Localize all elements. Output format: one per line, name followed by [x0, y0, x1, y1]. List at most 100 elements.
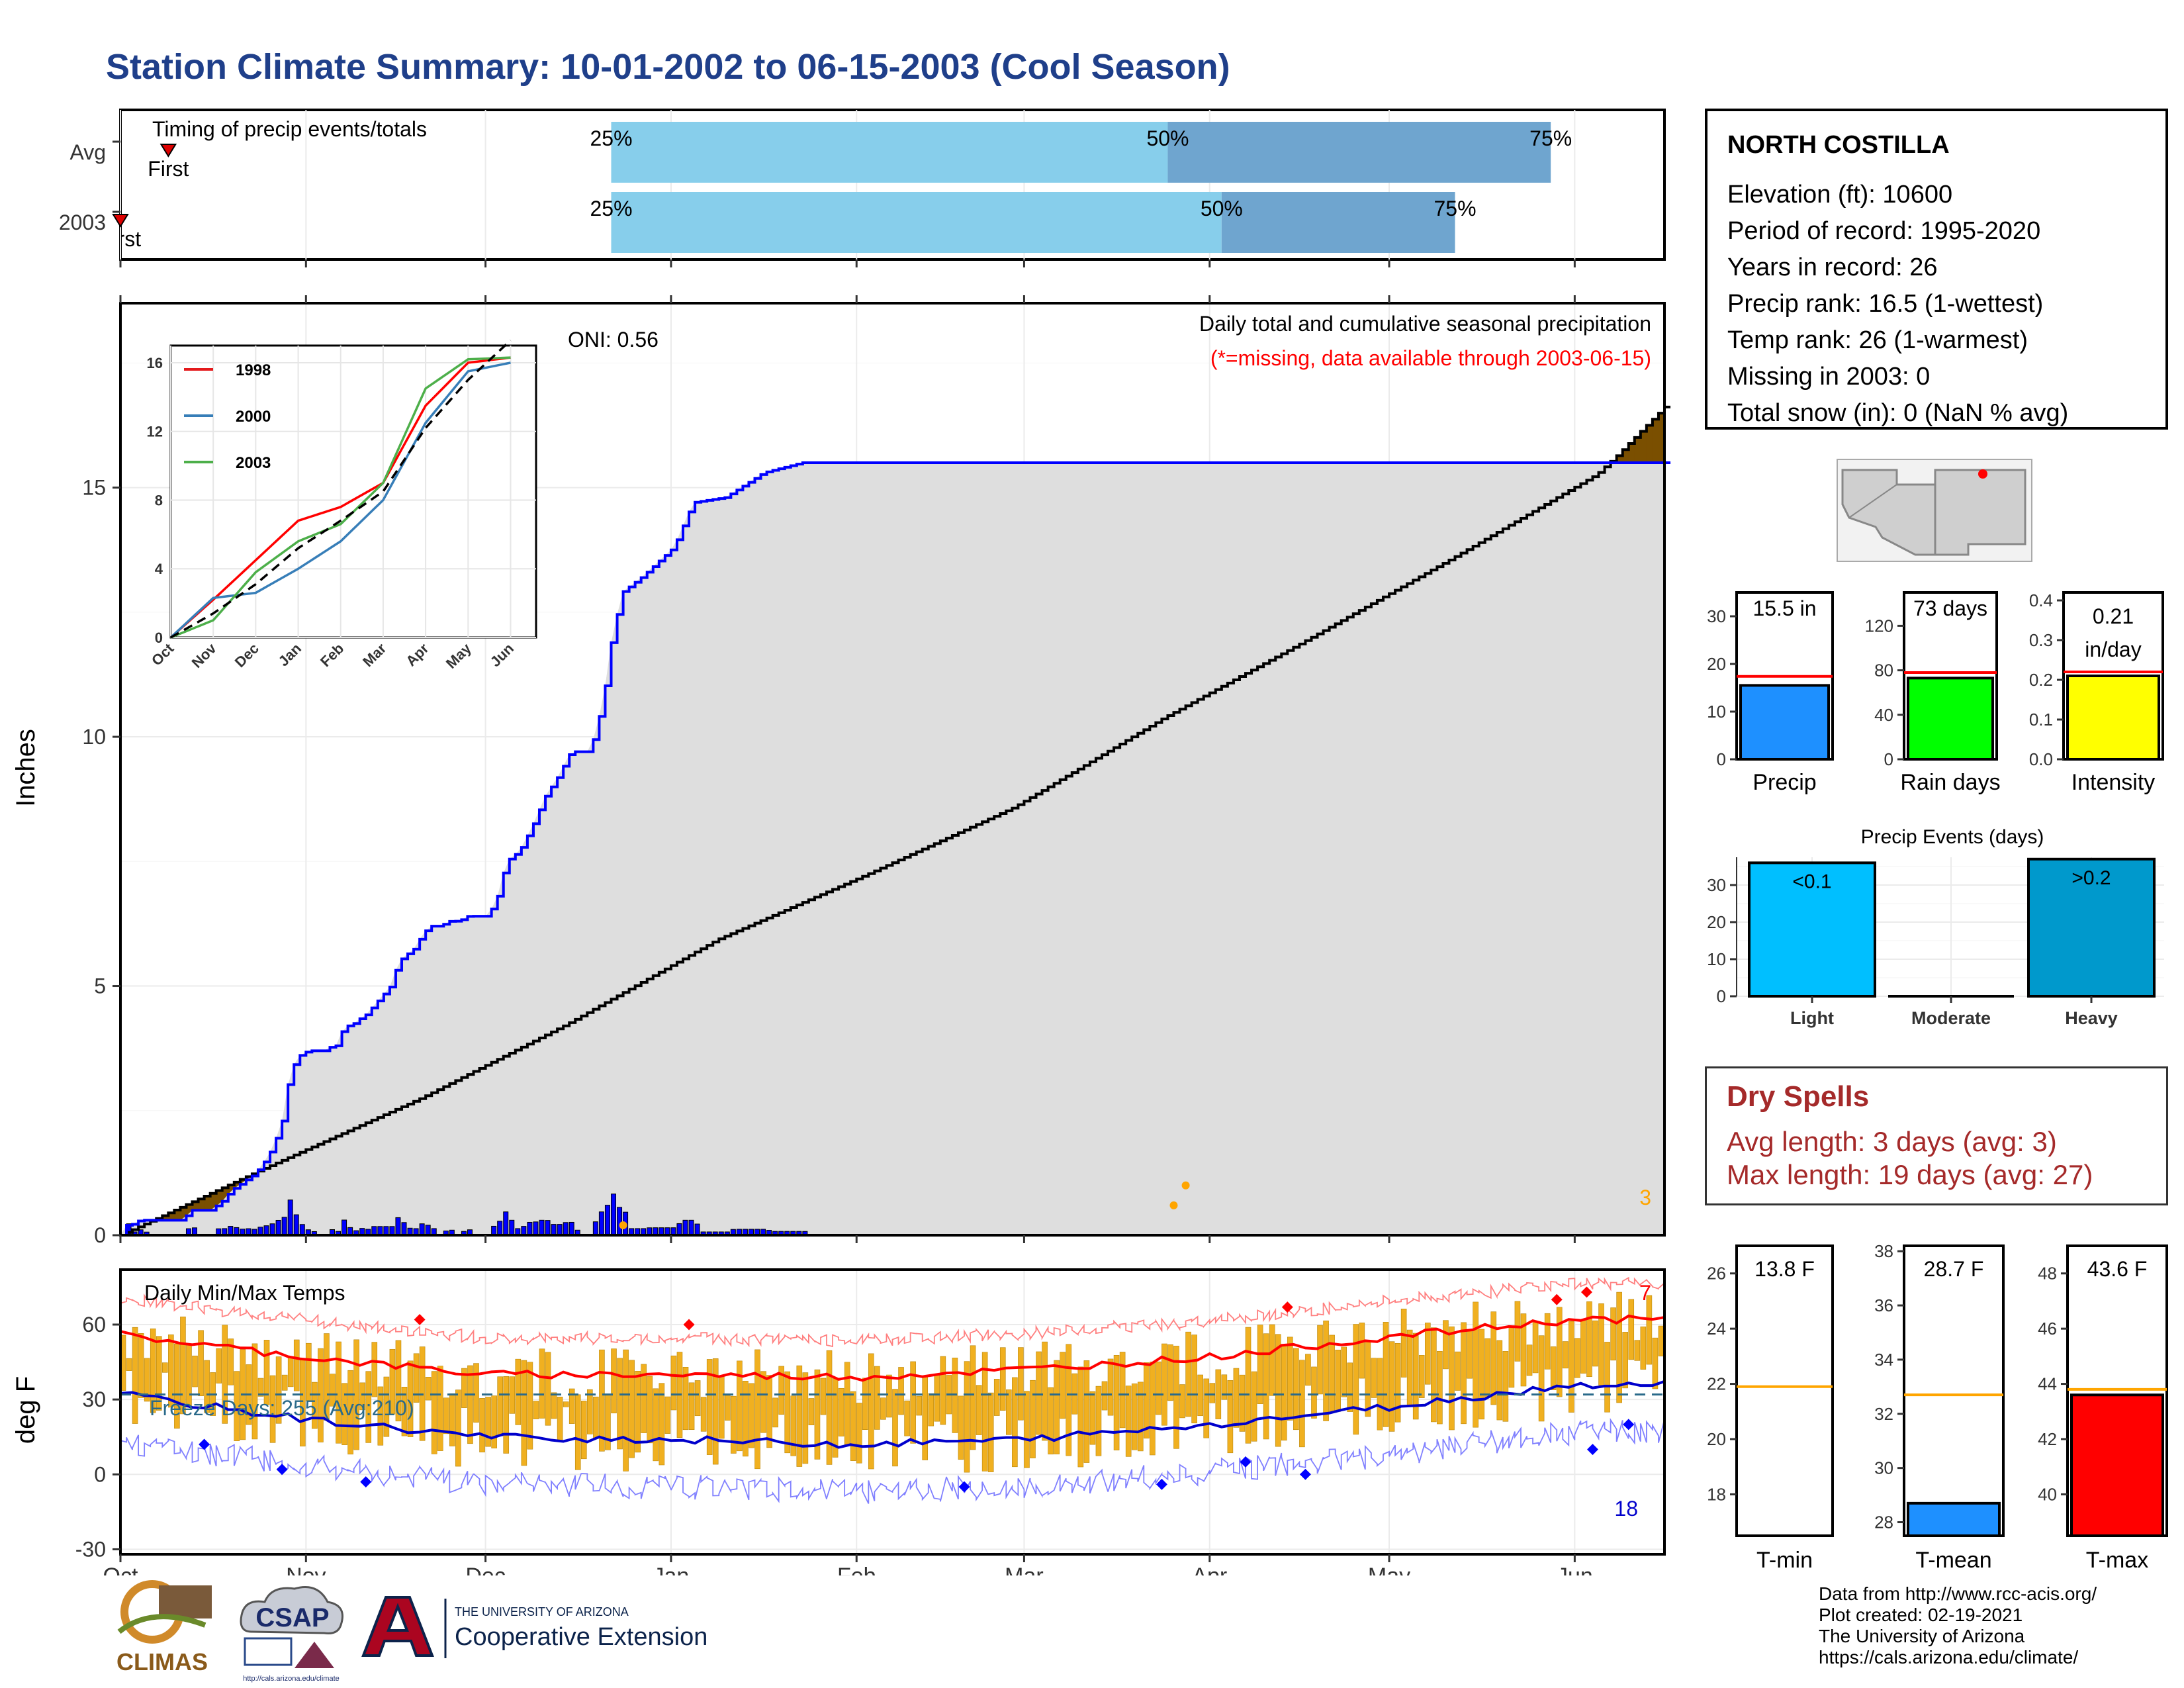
temp-summary-ytick-label: 36 [1874, 1295, 1893, 1315]
daily-temp-bar [1341, 1346, 1347, 1397]
summary-ytick-label: 40 [1874, 705, 1893, 725]
daily-temp-bar [970, 1345, 976, 1450]
daily-temp-bar [1287, 1336, 1293, 1421]
credit-line: The University of Arizona [1819, 1626, 2025, 1646]
daily-temp-bar [1191, 1335, 1197, 1424]
daily-temp-bar [161, 1362, 168, 1373]
xtick-label: May [1368, 1564, 1410, 1575]
daily-temp-bar [1030, 1380, 1036, 1458]
daily-temp-bar [1227, 1380, 1234, 1454]
daily-temp-bar [928, 1393, 934, 1427]
station-temp-rank: Temp rank: 26 (1-warmest) [1727, 326, 2028, 354]
events-ytick-label: 0 [1717, 986, 1726, 1006]
daily-precip-bar [503, 1211, 509, 1236]
daily-temp-bar [790, 1395, 797, 1456]
daily-temp-bar [784, 1371, 791, 1454]
daily-precip-bar [299, 1224, 305, 1236]
temp-summary-ytick-label: 42 [2038, 1429, 2057, 1449]
daily-temp-bar [533, 1401, 539, 1419]
station-snow: Total snow (in): 0 (NaN % avg) [1727, 399, 2069, 427]
temp-frame [119, 1268, 1666, 1556]
daily-precip-bar [425, 1225, 431, 1236]
daily-temp-bar [551, 1392, 557, 1419]
daily-temp-bar [336, 1341, 341, 1444]
daily-temp-bar [1263, 1333, 1269, 1440]
daily-temp-bar [1526, 1344, 1533, 1376]
temp-count-top: 7 [1639, 1281, 1651, 1305]
daily-temp-bar [275, 1356, 282, 1424]
timing-p50-label: 50% [1146, 126, 1189, 150]
daily-temp-bar [844, 1362, 850, 1445]
temp-panel: -30 0 30 60 Oct Nov Dec Jan Feb Mar Apr May Jun Dai… [11, 1268, 1666, 1575]
deficit-fill [204, 1196, 211, 1211]
daily-temp-bar [1353, 1324, 1359, 1435]
summary-value-bar [1739, 684, 1830, 761]
daily-precip-bar [269, 1223, 275, 1236]
xtick-label: Oct [103, 1564, 138, 1575]
timing-p25-label: 25% [590, 197, 632, 220]
temp-summary-ytick-label: 44 [2038, 1374, 2057, 1394]
daily-temp-bar [1089, 1391, 1096, 1445]
events-bar [2027, 857, 2156, 998]
daily-temp-bar [204, 1360, 210, 1413]
daily-temp-bar [760, 1371, 766, 1433]
main-precip-panel: 0 5 10 15 Daily total and cumulative season… [11, 295, 1671, 1244]
daily-temp-bar [964, 1361, 970, 1473]
daily-temp-bar [599, 1349, 605, 1452]
daily-temp-bar [371, 1342, 378, 1397]
daily-precip-bar [527, 1221, 533, 1236]
daily-temp-bar [491, 1395, 497, 1448]
temp-summary-ytick-label: 48 [2038, 1264, 2057, 1284]
daily-temp-bar [1317, 1325, 1323, 1395]
daily-temp-bar [503, 1376, 510, 1454]
daily-temp-bar [999, 1347, 1006, 1411]
daily-temp-bar [1437, 1350, 1443, 1425]
events-bar-label: <0.1 [1792, 870, 1831, 892]
daily-temp-bar [1586, 1301, 1592, 1378]
daily-temp-bar [563, 1401, 569, 1407]
daily-temp-bar [1275, 1334, 1281, 1447]
daily-temp-bar [1054, 1360, 1060, 1454]
extreme-day-marker [619, 1221, 627, 1229]
daily-temp-bar [1257, 1325, 1263, 1404]
daily-precip-bar [491, 1225, 497, 1236]
daily-precip-bar [676, 1223, 682, 1236]
daily-temp-bar [126, 1358, 132, 1371]
timing-p25-label: 25% [590, 126, 632, 150]
daily-temp-bar [1161, 1343, 1167, 1426]
daily-temp-bar [725, 1395, 731, 1421]
station-elevation: Elevation (ft): 10600 [1727, 181, 1953, 209]
daily-precip-bar [563, 1222, 569, 1236]
summary-category-label: Intensity [2071, 770, 2156, 795]
main-ylabel: Inches [11, 729, 40, 807]
temp-summary-ytick-label: 30 [1874, 1458, 1893, 1478]
main-ytick-label: 0 [94, 1223, 106, 1244]
inset-ytick-label: 16 [147, 355, 163, 371]
daily-temp-bar [880, 1397, 886, 1420]
daily-temp-bar [1394, 1342, 1401, 1423]
temp-summary-ytick-label: 20 [1707, 1429, 1726, 1449]
credit-line: Data from http://www.rcc-acis.org/ [1819, 1583, 2097, 1604]
daily-temp-bar [706, 1359, 713, 1455]
daily-temp-bar [389, 1348, 396, 1415]
summary-value-bar [2066, 675, 2160, 761]
events-bar [1748, 861, 1876, 998]
daily-temp-bar [1024, 1391, 1030, 1468]
deficit-fill [186, 1204, 193, 1216]
daily-temp-bar [1347, 1362, 1353, 1412]
xtick-label: Feb [837, 1564, 876, 1575]
inset-legend-label: 2000 [236, 408, 271, 426]
temp-summary-ytick-label: 40 [2038, 1484, 2057, 1504]
daily-temp-bar [1311, 1366, 1317, 1419]
daily-temp-bar [521, 1360, 527, 1466]
daily-temp-bar [251, 1343, 258, 1440]
daily-precip-bar [604, 1205, 610, 1236]
daily-temp-bar [1610, 1307, 1616, 1361]
daily-temp-bar [1383, 1322, 1389, 1427]
daily-temp-bar [515, 1358, 522, 1425]
daily-temp-bar [509, 1376, 516, 1414]
daily-temp-bar [1538, 1335, 1545, 1422]
daily-temp-bar [1048, 1387, 1054, 1455]
summary-ytick-label: 0 [1717, 749, 1726, 769]
daily-temp-bar [1514, 1301, 1521, 1362]
